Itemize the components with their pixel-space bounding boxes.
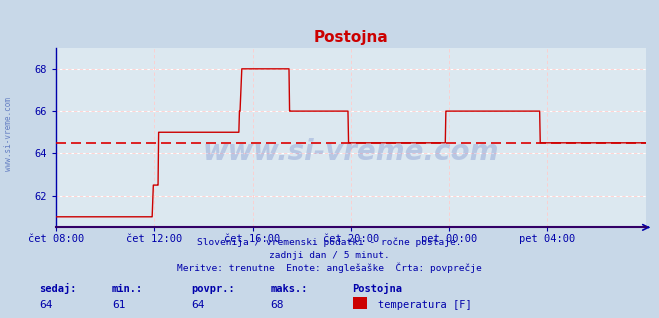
Text: zadnji dan / 5 minut.: zadnji dan / 5 minut. <box>269 251 390 260</box>
Text: www.si-vreme.com: www.si-vreme.com <box>4 97 13 170</box>
Text: Postojna: Postojna <box>353 283 403 294</box>
Text: 64: 64 <box>191 301 204 310</box>
Text: 64: 64 <box>40 301 53 310</box>
Text: sedaj:: sedaj: <box>40 283 77 294</box>
Title: Postojna: Postojna <box>314 30 388 45</box>
Text: Slovenija / vremenski podatki - ročne postaje.: Slovenija / vremenski podatki - ročne po… <box>197 238 462 247</box>
Text: maks.:: maks.: <box>270 284 308 294</box>
Text: 61: 61 <box>112 301 125 310</box>
Text: min.:: min.: <box>112 284 143 294</box>
Text: Meritve: trenutne  Enote: anglešaške  Črta: povprečje: Meritve: trenutne Enote: anglešaške Črta… <box>177 262 482 273</box>
Text: www.si-vreme.com: www.si-vreme.com <box>203 138 499 166</box>
Text: povpr.:: povpr.: <box>191 284 235 294</box>
Text: 68: 68 <box>270 301 283 310</box>
Text: temperatura [F]: temperatura [F] <box>378 301 471 310</box>
